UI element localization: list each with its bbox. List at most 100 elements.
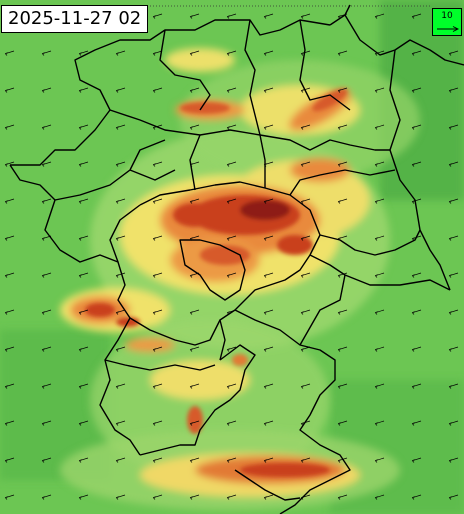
wind-reference-legend: 10 <box>432 8 462 36</box>
wind-arrowhead-icon <box>189 422 193 426</box>
wind-core <box>85 88 348 477</box>
wind-arrowhead-icon <box>448 496 452 500</box>
wind-arrowhead-icon <box>78 89 82 93</box>
wind-arrowhead-icon <box>152 311 156 315</box>
wind-arrowhead-icon <box>448 200 452 204</box>
wind-arrowhead-icon <box>78 348 82 352</box>
wind-arrowhead-icon <box>115 237 119 241</box>
wind-arrowhead-icon <box>337 274 341 278</box>
wind-arrowhead-icon <box>448 311 452 315</box>
wind-arrowhead-icon <box>300 126 304 130</box>
wind-arrowhead-icon <box>411 163 415 167</box>
wind-arrowhead-icon <box>115 311 119 315</box>
wind-arrowhead-icon <box>152 422 156 426</box>
wind-arrowhead-icon <box>337 126 341 130</box>
wind-arrowhead-icon <box>152 163 156 167</box>
wind-arrowhead-icon <box>263 163 267 167</box>
wind-arrowhead-icon <box>4 89 8 93</box>
wind-arrowhead-icon <box>115 274 119 278</box>
wind-arrowhead-icon <box>226 200 230 204</box>
wind-arrowhead-icon <box>374 422 378 426</box>
wind-arrowhead-icon <box>4 496 8 500</box>
wind-arrowhead-icon <box>374 348 378 352</box>
border-north-internal <box>109 109 390 151</box>
wind-arrowhead-icon <box>152 274 156 278</box>
wind-arrowhead-icon <box>300 311 304 315</box>
wind-arrowhead-icon <box>41 348 45 352</box>
wind-arrowhead-icon <box>189 52 193 56</box>
wind-arrowhead-icon <box>448 385 452 389</box>
border-north-small <box>159 19 351 136</box>
wind-arrowhead-icon <box>4 200 8 204</box>
border-north-west <box>10 19 331 166</box>
wind-arrowhead-icon <box>41 200 45 204</box>
wind-arrowhead-icon <box>374 89 378 93</box>
wind-arrowhead-icon <box>152 200 156 204</box>
wind-arrowhead-icon <box>78 496 82 500</box>
wind-arrowhead-icon <box>4 52 8 56</box>
wind-arrowhead-icon <box>152 237 156 241</box>
wind-arrowhead-icon <box>263 311 267 315</box>
wind-arrowhead-icon <box>226 52 230 56</box>
wind-arrowhead-icon <box>4 126 8 130</box>
wind-arrowhead-icon <box>300 15 304 19</box>
wind-arrowhead-icon <box>78 163 82 167</box>
wind-arrowhead-icon <box>337 422 341 426</box>
wind-arrowhead-icon <box>374 496 378 500</box>
wind-arrowhead-icon <box>41 422 45 426</box>
wind-arrowhead-icon <box>226 422 230 426</box>
wind-arrowhead-icon <box>152 385 156 389</box>
wind-arrowhead-icon <box>41 459 45 463</box>
wind-arrowhead-icon <box>337 385 341 389</box>
wind-arrowhead-icon <box>337 200 341 204</box>
wind-arrowhead-icon <box>78 422 82 426</box>
wind-arrowhead-icon <box>411 237 415 241</box>
wind-arrowhead-icon <box>448 348 452 352</box>
wind-arrowhead-icon <box>448 274 452 278</box>
wind-arrowhead-icon <box>78 311 82 315</box>
wind-arrowhead-icon <box>300 496 304 500</box>
wind-arrowhead-icon <box>4 459 8 463</box>
wind-arrowhead-icon <box>115 459 119 463</box>
wind-arrowhead-icon <box>374 52 378 56</box>
wind-arrowhead-icon <box>78 459 82 463</box>
wind-arrowhead-icon <box>263 385 267 389</box>
wind-arrowhead-icon <box>337 459 341 463</box>
wind-arrowhead-icon <box>300 237 304 241</box>
wind-arrowhead-icon <box>152 15 156 19</box>
wind-arrowhead-icon <box>115 126 119 130</box>
wind-arrowhead-icon <box>263 126 267 130</box>
wind-arrowhead-icon <box>411 200 415 204</box>
wind-arrowhead-icon <box>263 496 267 500</box>
wind-arrowhead-icon <box>374 163 378 167</box>
wind-arrowhead-icon <box>337 496 341 500</box>
wind-arrowhead-icon <box>41 311 45 315</box>
wind-arrowhead-icon <box>448 237 452 241</box>
wind-arrowhead-icon <box>41 237 45 241</box>
wind-arrowhead-icon <box>374 126 378 130</box>
wind-arrowhead-icon <box>4 385 8 389</box>
wind-arrowhead-icon <box>189 15 193 19</box>
wind-arrowhead-icon <box>226 459 230 463</box>
wind-arrowhead-icon <box>189 274 193 278</box>
wind-arrowhead-icon <box>226 163 230 167</box>
wind-arrowhead-icon <box>115 422 119 426</box>
border-east <box>389 49 451 291</box>
wind-arrowhead-icon <box>448 459 452 463</box>
wind-arrowhead-icon <box>374 200 378 204</box>
wind-arrowhead-icon <box>41 163 45 167</box>
wind-arrowhead-icon <box>189 126 193 130</box>
wind-arrowhead-icon <box>337 237 341 241</box>
wind-arrowhead-icon <box>41 496 45 500</box>
wind-arrowhead-icon <box>263 422 267 426</box>
wind-arrowhead-icon <box>78 200 82 204</box>
wind-arrowhead-icon <box>78 385 82 389</box>
wind-arrowhead-icon <box>4 348 8 352</box>
wind-arrowhead-icon <box>263 52 267 56</box>
wind-arrowhead-icon <box>337 15 341 19</box>
wind-arrowhead-icon <box>300 348 304 352</box>
wind-arrowhead-icon <box>374 311 378 315</box>
wind-arrowhead-icon <box>115 89 119 93</box>
